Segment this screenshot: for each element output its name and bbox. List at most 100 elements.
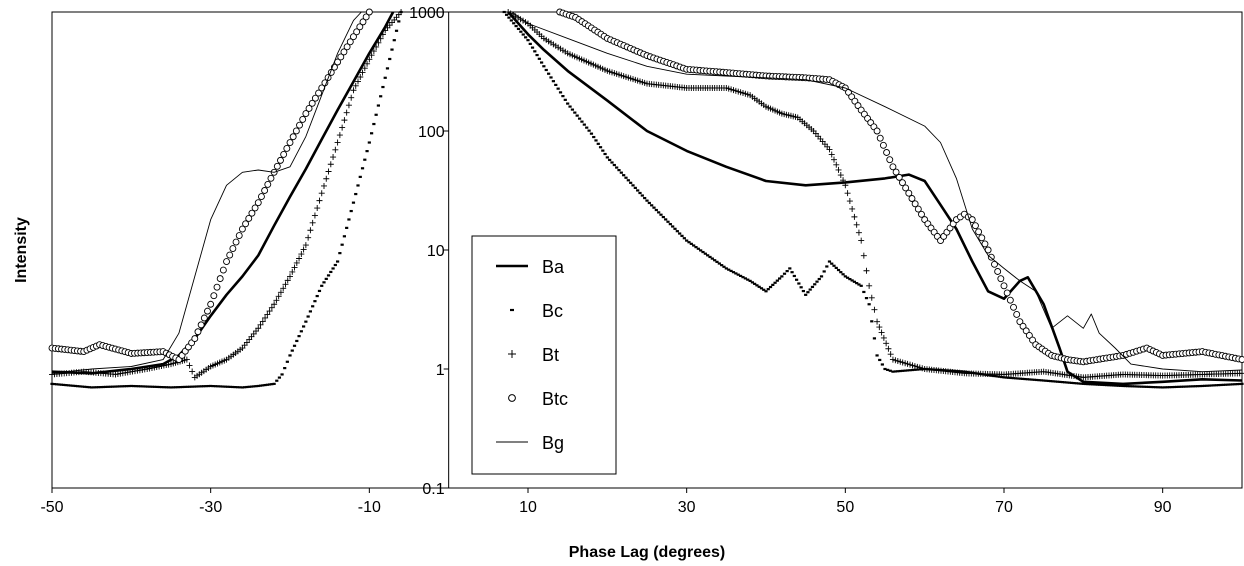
point-circle	[277, 156, 284, 164]
point-plus	[316, 197, 323, 204]
point-plus	[280, 285, 287, 292]
point-circle	[362, 13, 370, 21]
point-plus	[321, 182, 327, 189]
legend-box	[471, 235, 617, 475]
legend-item-bt: Bt	[508, 345, 559, 365]
series-bc	[50, 10, 1244, 389]
point-plus	[302, 242, 309, 249]
point-plus	[831, 156, 837, 163]
point-plus	[828, 151, 835, 158]
point-circle	[1019, 322, 1027, 330]
point-plus	[183, 356, 190, 363]
point-circle	[353, 28, 361, 36]
point-plus	[368, 52, 375, 59]
point-circle	[254, 199, 262, 207]
point-plus	[379, 31, 386, 38]
point-plus	[275, 293, 282, 300]
point-plus	[880, 334, 887, 341]
point-plus	[189, 368, 196, 375]
point-plus	[364, 60, 371, 67]
y-tick-label: 1	[436, 362, 445, 379]
point-circle	[242, 220, 250, 228]
point-plus	[505, 9, 512, 15]
point-circle	[219, 266, 227, 274]
point-plus	[849, 205, 856, 212]
point-plus	[837, 172, 844, 179]
point-plus	[348, 94, 355, 101]
point-circle	[248, 209, 256, 217]
series-bt	[49, 9, 1244, 381]
point-circle	[350, 33, 357, 41]
point-plus	[307, 227, 314, 234]
point-plus	[866, 282, 873, 289]
legend-item-ba: Ba	[496, 257, 565, 277]
point-plus	[298, 251, 305, 258]
point-plus	[266, 308, 273, 315]
plot-area-frame	[51, 11, 1243, 489]
point-circle	[315, 89, 323, 97]
point-plus	[332, 146, 339, 153]
point-plus	[291, 264, 298, 271]
point-circle	[346, 38, 354, 46]
point-circle	[267, 174, 275, 182]
point-plus	[273, 297, 280, 304]
point-plus	[851, 213, 858, 220]
series-line	[507, 11, 1243, 386]
point-plus	[282, 281, 289, 288]
point-plus	[341, 117, 348, 124]
point-plus	[842, 182, 849, 189]
point-circle	[895, 173, 903, 181]
point-circle	[883, 149, 891, 156]
point-plus	[878, 329, 885, 336]
point-plus	[375, 39, 382, 46]
point-circle	[356, 23, 364, 31]
series-line	[511, 11, 1243, 373]
point-circle	[899, 179, 906, 187]
point-plus	[314, 205, 321, 212]
point-plus	[855, 229, 862, 236]
point-circle	[1025, 332, 1033, 339]
point-plus	[318, 190, 325, 197]
point-circle	[289, 133, 297, 141]
point-plus	[296, 255, 303, 262]
point-circle	[987, 253, 995, 261]
point-circle	[251, 204, 259, 212]
point-circle	[305, 105, 313, 112]
point-circle	[1000, 282, 1008, 290]
x-tick-label: -50	[40, 499, 63, 516]
point-plus	[1239, 370, 1244, 377]
point-circle	[918, 210, 925, 218]
x-tick-label: -10	[358, 499, 381, 516]
point-plus	[339, 124, 346, 131]
point-plus	[343, 109, 350, 116]
point-circle	[997, 275, 1005, 283]
point-circle	[226, 251, 234, 259]
legend-label: Bt	[542, 345, 559, 365]
point-plus	[336, 132, 343, 139]
point-plus	[370, 48, 377, 55]
point-plus	[186, 362, 193, 369]
point-plus	[844, 190, 851, 197]
point-plus	[833, 161, 840, 168]
legend-label: Btc	[542, 389, 568, 409]
point-circle	[911, 200, 919, 208]
point-circle	[235, 232, 243, 239]
point-plus	[359, 69, 366, 76]
point-circle	[210, 292, 218, 300]
point-plus	[860, 252, 867, 259]
legend-swatch	[508, 394, 516, 402]
point-circle	[889, 163, 897, 171]
point-plus	[257, 321, 264, 328]
point-plus	[287, 273, 293, 280]
x-tick-label: 10	[519, 499, 537, 516]
legend-label: Bg	[542, 433, 564, 453]
point-circle	[994, 268, 1002, 275]
point-plus	[373, 43, 380, 50]
point-circle	[204, 307, 211, 315]
point-circle	[886, 156, 894, 164]
point-circle	[223, 258, 230, 265]
point-plus	[377, 35, 384, 42]
series-btc	[48, 8, 1244, 366]
point-plus	[350, 87, 357, 94]
point-circle	[273, 162, 281, 170]
